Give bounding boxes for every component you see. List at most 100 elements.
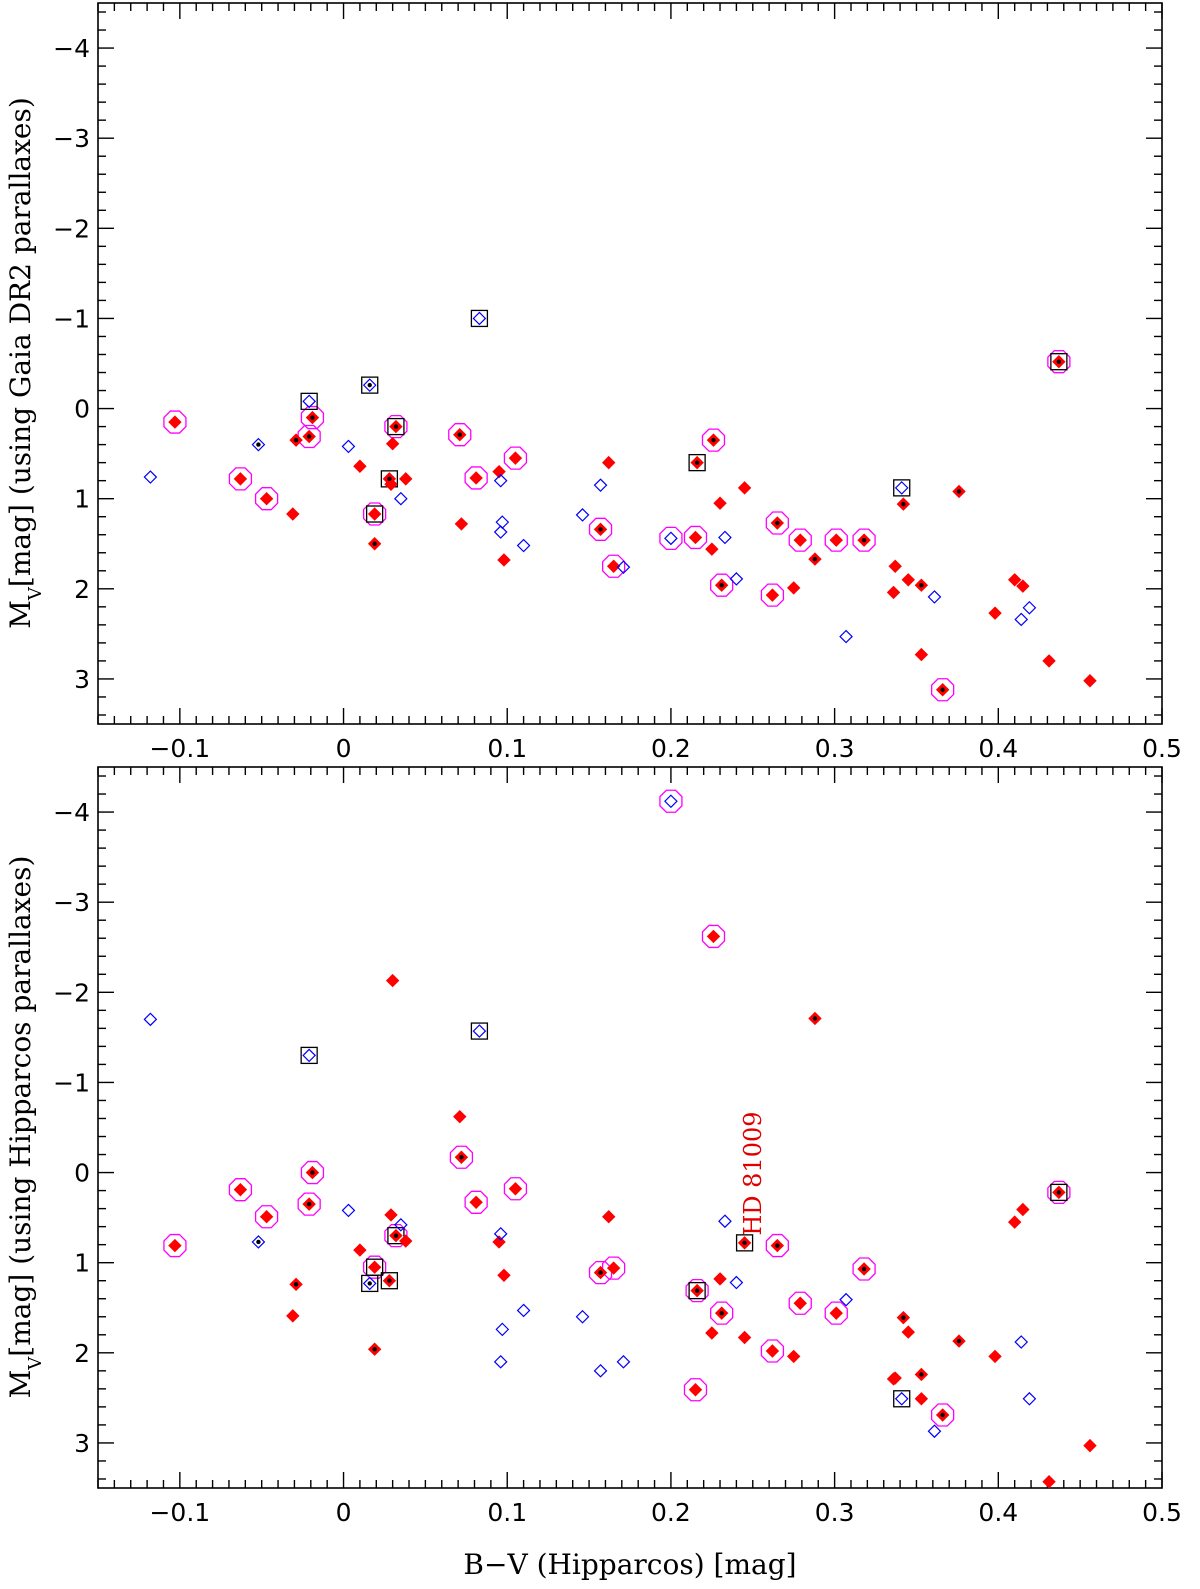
magenta-circle-marker (788, 1291, 812, 1315)
y-tick-label: 3 (74, 1429, 90, 1458)
black-dot-marker (940, 687, 945, 692)
blue-diamond-marker (393, 1217, 408, 1232)
black-square-marker (688, 453, 706, 472)
blue-diamond-marker (1022, 1391, 1037, 1406)
magenta-circle-marker (683, 1378, 708, 1402)
red-diamond-marker (286, 1309, 300, 1323)
x-tick-label: 0.5 (1142, 734, 1182, 763)
y-tick-label: −4 (53, 34, 90, 63)
magenta-circle-marker (297, 1192, 321, 1216)
y-tick-label: −3 (53, 888, 90, 917)
red-diamond-marker (988, 606, 1002, 620)
red-diamond-marker (454, 517, 469, 531)
magenta-circle-marker (710, 573, 734, 597)
top-panel: −0.1 0 0.1 0.2 0.3 0.4 0.5 −4 −3 −2 −1 0 1 2 3 MV[mag]… (4, 2, 1182, 763)
magenta-circle-marker (659, 789, 683, 813)
x-tick-label: 0.2 (651, 1498, 691, 1527)
y-tick-label: −2 (53, 214, 90, 243)
blue-diamond-marker (729, 1275, 744, 1290)
y-tick-label: −4 (53, 798, 90, 827)
red-diamond-marker (367, 1260, 382, 1274)
y-tick-label: 2 (74, 1339, 90, 1368)
x-tick-label: −0.1 (149, 1498, 210, 1527)
x-tick-label: 0.3 (815, 734, 855, 763)
black-square-marker (387, 1227, 405, 1245)
x-tick-label: 0.3 (815, 1498, 855, 1527)
red-diamond-marker (914, 647, 929, 662)
magenta-circle-marker (384, 1224, 408, 1248)
y-tick-label: 0 (74, 1159, 90, 1188)
magenta-circle-marker (464, 466, 488, 490)
black-dot-marker (393, 424, 399, 429)
red-diamond-marker (353, 459, 367, 473)
black-dot-marker (367, 382, 372, 388)
magenta-circle-marker (448, 423, 472, 447)
magenta-circle-marker (765, 1233, 789, 1258)
magenta-circle-marker (701, 428, 726, 452)
y-tick-label: 3 (74, 665, 90, 694)
red-diamond-marker (1083, 674, 1097, 688)
red-diamond-marker (508, 451, 523, 465)
magenta-circle-marker (228, 467, 253, 491)
black-dot-marker (306, 1201, 312, 1207)
blue-diamond-marker (143, 470, 158, 484)
blue-diamond-marker (493, 1226, 508, 1241)
red-diamond-marker (385, 973, 400, 988)
black-square-marker (365, 505, 384, 523)
blue-diamond-marker (493, 1354, 508, 1369)
y-tick-label: −1 (53, 304, 90, 333)
magenta-circle-marker (824, 1301, 848, 1325)
blue-diamond-marker (616, 560, 631, 575)
red-diamond-marker (688, 1383, 703, 1397)
red-diamond-marker (705, 542, 719, 556)
blue-diamond-marker (718, 1214, 732, 1229)
black-square-marker (688, 1281, 706, 1300)
annotation-label: HD 81009 (739, 1111, 767, 1235)
blue-diamond-marker (839, 1292, 853, 1307)
blue-diamond-marker (251, 1235, 266, 1249)
black-dot-marker (598, 1270, 603, 1275)
black-dot-marker (457, 432, 462, 437)
blue-diamond-marker (516, 538, 531, 553)
top-plot-frame (97, 2, 1163, 725)
black-dot-marker (393, 1233, 399, 1238)
magenta-circle-marker (852, 528, 876, 552)
bottom-plot-frame (97, 766, 1163, 1489)
magenta-circle-marker (163, 1233, 187, 1258)
black-dot-marker (293, 437, 299, 443)
magenta-circle-marker (300, 1160, 325, 1185)
magenta-circle-marker (254, 1205, 279, 1229)
black-square-marker (735, 1234, 754, 1252)
blue-diamond-marker (575, 1309, 590, 1324)
red-diamond-marker (1007, 573, 1022, 587)
black-dot-marker (387, 476, 392, 482)
magenta-circle-marker (254, 487, 279, 511)
x-tick-label: 0.4 (978, 1498, 1018, 1527)
red-diamond-marker (168, 415, 182, 429)
red-diamond-marker (259, 1210, 274, 1224)
red-diamond-marker (508, 1182, 523, 1196)
black-dot-marker (1056, 359, 1062, 364)
magenta-circle-marker (384, 414, 408, 439)
magenta-circle-marker (788, 528, 812, 552)
black-dot-marker (372, 541, 377, 546)
red-diamond-marker (399, 1234, 413, 1248)
x-tick-label: 0.1 (487, 734, 527, 763)
black-dot-marker (694, 460, 700, 465)
red-diamond-marker (1016, 1202, 1030, 1217)
red-diamond-marker (606, 1261, 621, 1275)
black-square-marker (1050, 1183, 1068, 1202)
blue-diamond-marker (927, 590, 942, 604)
black-square-marker (361, 376, 379, 394)
red-diamond-marker (765, 1344, 780, 1358)
blue-diamond-marker (894, 481, 909, 495)
red-diamond-marker (713, 1272, 727, 1286)
red-diamond-marker (793, 1296, 807, 1310)
red-diamond-marker (765, 588, 780, 602)
magenta-circle-marker (852, 1257, 876, 1281)
blue-diamond-marker (593, 1363, 608, 1378)
black-square-marker (380, 1272, 399, 1290)
blue-diamond-marker (839, 629, 853, 644)
black-square-marker (300, 1046, 318, 1065)
